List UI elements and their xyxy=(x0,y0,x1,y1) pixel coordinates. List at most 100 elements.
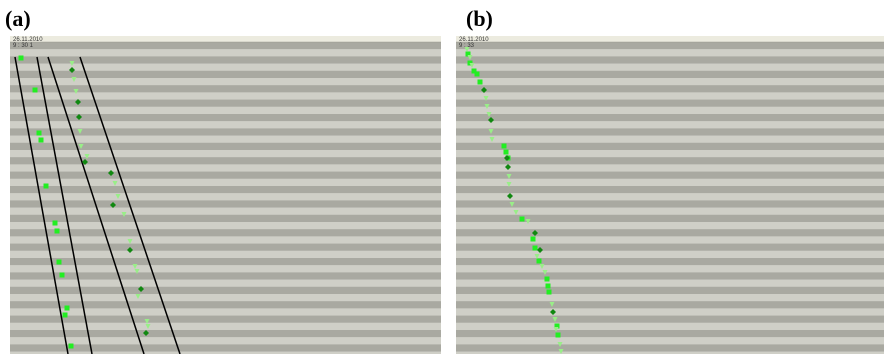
marker-triangle xyxy=(121,212,127,217)
timeline-row xyxy=(10,265,441,273)
trend-line xyxy=(79,56,181,354)
marker-triangle xyxy=(484,104,490,109)
marker-square xyxy=(43,183,49,189)
marker-square xyxy=(64,305,70,311)
timeline-row xyxy=(456,56,884,64)
timeline-row xyxy=(10,301,441,309)
timeline-row xyxy=(10,207,441,215)
marker-diamond xyxy=(550,309,556,315)
timeline-row xyxy=(456,322,884,330)
marker-diamond xyxy=(488,117,494,123)
panel-a-time: 9 : 30 1 xyxy=(13,43,34,49)
timeline-row xyxy=(10,42,441,50)
marker-triangle xyxy=(77,129,83,134)
timeline-row xyxy=(456,49,884,57)
marker-square xyxy=(555,332,561,338)
timeline-row xyxy=(456,99,884,107)
timeline-row xyxy=(456,286,884,294)
panel-a-canvas xyxy=(10,36,441,354)
marker-triangle xyxy=(127,239,133,244)
timeline-row xyxy=(10,308,441,316)
marker-square xyxy=(554,323,560,329)
timeline-row xyxy=(456,344,884,352)
timeline-row xyxy=(456,337,884,345)
timeline-row xyxy=(10,222,441,230)
marker-square xyxy=(18,55,24,61)
marker-triangle xyxy=(525,219,531,224)
timeline-row xyxy=(10,214,441,222)
timeline-row xyxy=(10,157,441,165)
timeline-row xyxy=(456,250,884,258)
timeline-row xyxy=(456,315,884,323)
timeline-row xyxy=(456,279,884,287)
timeline-row xyxy=(456,243,884,251)
marker-triangle xyxy=(69,61,75,66)
marker-triangle xyxy=(469,63,475,68)
marker-diamond xyxy=(108,170,114,176)
timeline-row xyxy=(10,200,441,208)
timeline-row xyxy=(10,78,441,86)
marker-triangle xyxy=(144,319,150,324)
timeline-row xyxy=(10,330,441,338)
timeline-row xyxy=(10,56,441,64)
timeline-row xyxy=(456,92,884,100)
marker-triangle xyxy=(71,77,77,82)
timeline-row xyxy=(10,114,441,122)
marker-triangle xyxy=(132,264,138,269)
marker-diamond xyxy=(481,87,487,93)
marker-square xyxy=(501,143,507,149)
timeline-row xyxy=(10,193,441,201)
timeline-row xyxy=(10,49,441,57)
timeline-row xyxy=(456,85,884,93)
timeline-row xyxy=(10,351,441,354)
marker-triangle xyxy=(135,294,141,299)
timeline-row xyxy=(456,294,884,302)
timeline-row xyxy=(10,128,441,136)
timeline-row xyxy=(456,222,884,230)
timeline-row xyxy=(10,85,441,93)
marker-triangle xyxy=(557,342,563,347)
timeline-header-bar xyxy=(456,36,884,42)
marker-diamond xyxy=(504,155,510,161)
marker-triangle xyxy=(134,269,140,274)
trend-line xyxy=(47,56,145,354)
marker-triangle xyxy=(489,137,495,142)
marker-triangle xyxy=(549,302,555,307)
marker-diamond xyxy=(138,286,144,292)
panel-b-time: 9 : 33 xyxy=(459,43,475,49)
timeline-row xyxy=(456,193,884,201)
marker-square xyxy=(465,51,471,57)
marker-triangle xyxy=(553,327,559,332)
timeline-row xyxy=(456,200,884,208)
marker-triangle xyxy=(509,202,515,207)
trend-line xyxy=(14,56,69,354)
timeline-row xyxy=(456,78,884,86)
timeline-row xyxy=(456,214,884,222)
timeline-row xyxy=(10,344,441,352)
timeline-row xyxy=(456,186,884,194)
marker-square xyxy=(59,272,65,278)
trend-line xyxy=(36,56,93,354)
timeline-row xyxy=(10,272,441,280)
timeline-row xyxy=(456,157,884,165)
timeline-row xyxy=(10,315,441,323)
timeline-row xyxy=(456,70,884,78)
timeline-row xyxy=(456,308,884,316)
panel-b-label: (b) xyxy=(466,6,493,31)
panel-b-date: 26.11.2010 xyxy=(459,37,489,43)
marker-triangle xyxy=(506,174,512,179)
marker-square xyxy=(32,87,38,93)
marker-diamond xyxy=(532,230,538,236)
marker-triangle xyxy=(112,181,118,186)
panel-a-header: 26.11.2010 9 : 30 1 xyxy=(13,37,43,49)
marker-diamond xyxy=(110,202,116,208)
timeline-row xyxy=(10,186,441,194)
timeline-row xyxy=(10,70,441,78)
timeline-row xyxy=(456,135,884,143)
timeline-row xyxy=(456,229,884,237)
panel-a-timeline: 26.11.2010 9 : 30 1 xyxy=(10,36,441,354)
timeline-row xyxy=(456,164,884,172)
marker-square xyxy=(471,68,477,74)
marker-square xyxy=(54,228,60,234)
timeline-row xyxy=(10,150,441,158)
